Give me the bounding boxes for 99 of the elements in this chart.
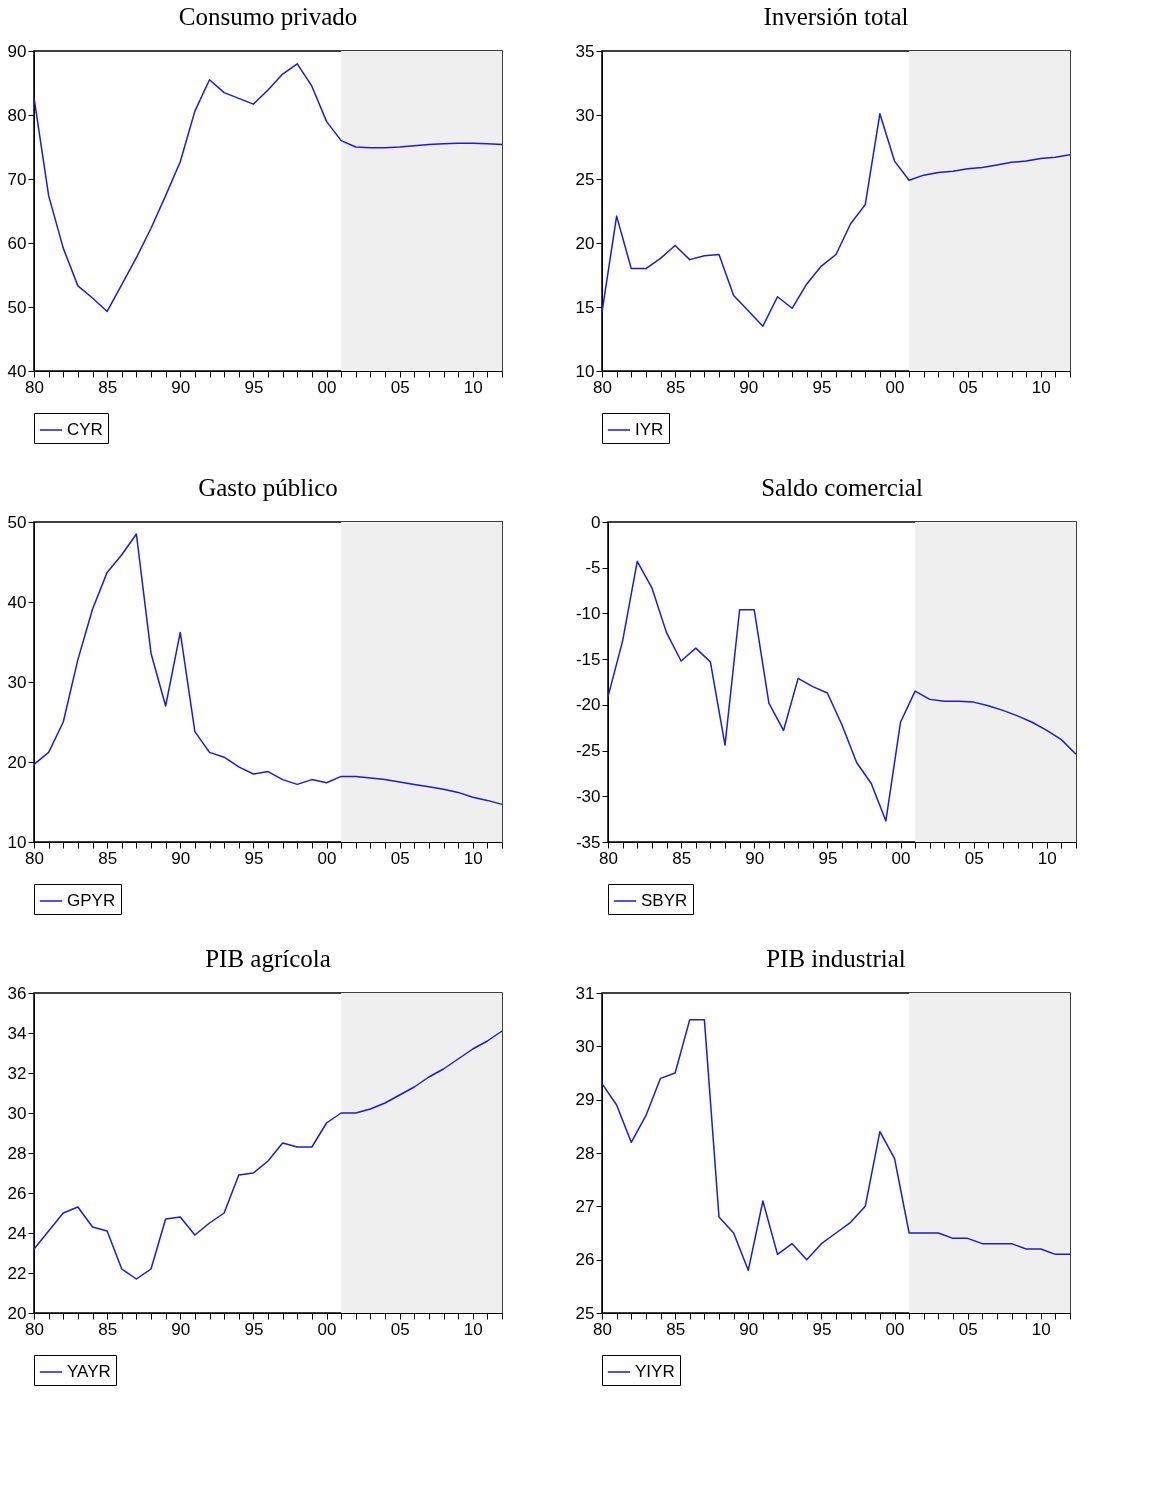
y-tick-label: 25 [575,169,595,189]
x-tick-label: 05 [390,848,410,868]
y-tick-label: 70 [7,169,27,189]
x-tick-label: 90 [171,377,191,397]
chart-title: PIB agrícola [205,945,331,972]
legend-label: IYR [635,420,664,439]
y-tick-label: 26 [575,1250,595,1270]
x-tick-label: 90 [739,377,759,397]
y-tick-label: 80 [7,105,27,125]
x-tick-label: 10 [463,377,483,397]
y-tick-label: 40 [7,592,27,612]
x-tick-label: 00 [317,1319,337,1339]
y-tick-label: 20 [575,233,595,253]
x-tick-label: 00 [885,1319,905,1339]
x-tick-label: 85 [666,377,686,397]
line-series [33,1030,503,1280]
x-tick-label: 10 [463,848,483,868]
line-series [607,560,1077,822]
y-tick-label: 31 [575,983,595,1003]
x-tick-label: 00 [317,848,337,868]
y-tick-label: 10 [7,832,27,852]
y-tick-label: 29 [575,1090,595,1110]
x-tick-label: 85 [98,377,118,397]
x-tick-label: 10 [1031,377,1051,397]
y-tick-label: 22 [7,1263,27,1283]
y-tick-label: 0 [591,512,601,532]
legend-label: CYR [67,420,103,439]
line-series [33,63,503,313]
y-tick-label: -20 [575,695,601,715]
y-tick-label: 40 [7,361,27,381]
x-tick-label: 05 [390,377,410,397]
y-tick-label: 30 [7,1103,27,1123]
x-tick-label: 10 [463,1319,483,1339]
y-tick-label: 20 [7,1303,27,1323]
chart-title: Consumo privado [178,3,358,30]
x-tick-label: 80 [25,377,44,397]
x-tick-label: 05 [964,848,984,868]
x-tick-label: 95 [244,848,264,868]
x-tick-label: 95 [818,848,838,868]
y-tick-label: 26 [7,1183,27,1203]
y-tick-label: 27 [575,1196,595,1216]
x-tick-label: 05 [390,1319,410,1339]
x-tick-label: 95 [244,1319,264,1339]
chart-title: PIB industrial [766,945,906,972]
y-tick-label: 60 [7,233,27,253]
y-tick-label: 50 [7,512,27,532]
line-series [33,533,503,806]
y-tick-label: 24 [7,1223,27,1243]
x-tick-label: 85 [666,1319,686,1339]
y-tick-label: -10 [575,603,601,623]
legend-label: YAYR [67,1362,111,1381]
x-tick-label: 85 [98,1319,118,1339]
x-tick-label: 10 [1031,1319,1051,1339]
y-tick-label: -35 [575,832,601,852]
y-tick-label: 34 [7,1023,27,1043]
x-tick-label: 05 [958,1319,978,1339]
x-tick-label: 85 [672,848,692,868]
y-tick-label: 30 [575,105,595,125]
x-tick-label: 90 [739,1319,759,1339]
x-tick-label: 80 [599,848,618,868]
legend-label: YIYR [635,1362,675,1381]
y-tick-label: 10 [575,361,595,381]
y-tick-label: 50 [7,297,27,317]
y-tick-label: 36 [7,983,27,1003]
y-tick-label: 30 [575,1036,595,1056]
x-tick-label: 85 [98,848,118,868]
y-tick-label: 15 [575,297,595,317]
x-tick-label: 90 [171,1319,191,1339]
chart-title: Inversión total [763,3,909,30]
chart-title: Gasto público [198,474,338,501]
x-tick-label: 05 [958,377,978,397]
y-tick-label: 30 [7,672,27,692]
y-tick-label: 28 [575,1143,595,1163]
x-tick-label: 95 [812,377,832,397]
x-tick-label: 95 [244,377,264,397]
legend-label: SBYR [641,891,688,910]
y-tick-label: -5 [585,558,601,578]
line-series [601,1018,1071,1272]
x-tick-label: 90 [745,848,765,868]
x-tick-label: 00 [891,848,911,868]
line-series [601,112,1071,327]
y-tick-label: -30 [575,786,601,806]
y-tick-label: 90 [7,41,27,61]
y-tick-label: 35 [575,41,595,61]
y-tick-label: 20 [7,752,27,772]
y-tick-label: -15 [575,649,601,669]
y-tick-label: 25 [575,1303,595,1323]
x-tick-label: 10 [1037,848,1057,868]
y-tick-label: -25 [575,741,601,761]
x-tick-label: 80 [25,848,44,868]
x-tick-label: 90 [171,848,191,868]
y-tick-label: 28 [7,1143,27,1163]
legend-label: GPYR [67,891,116,910]
x-tick-label: 00 [317,377,337,397]
chart-title: Saldo comercial [761,474,923,501]
x-tick-label: 80 [25,1319,44,1339]
y-tick-label: 32 [7,1063,27,1083]
x-tick-label: 00 [885,377,905,397]
x-tick-label: 95 [812,1319,832,1339]
